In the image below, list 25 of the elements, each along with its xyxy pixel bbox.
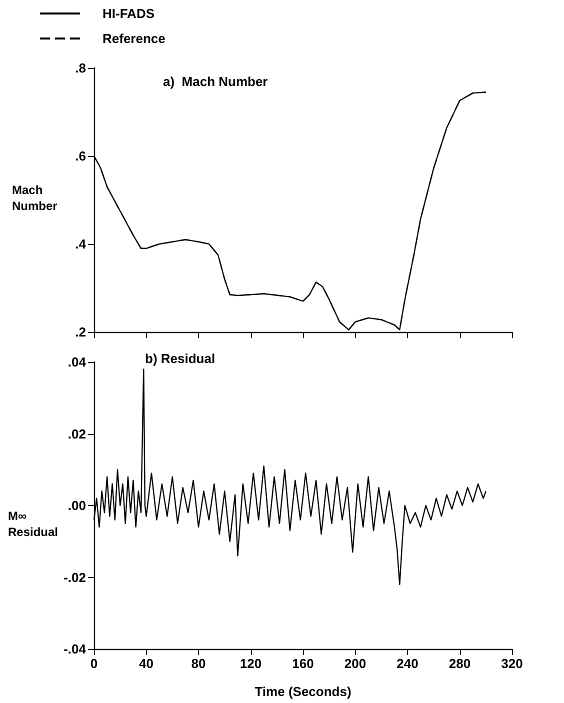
x-tick-label: 160 — [292, 656, 314, 671]
y-tick-label: .4 — [75, 236, 87, 252]
x-tick-label: 240 — [396, 656, 418, 671]
y-axis-title: M∞ Residual — [8, 509, 58, 539]
x-tick-label: 80 — [191, 656, 206, 671]
y-tick-label: .04 — [68, 354, 87, 370]
y-tick-label: .02 — [68, 426, 86, 442]
annotation: a) Mach Number — [163, 74, 268, 89]
x-tick-label: 120 — [240, 656, 262, 671]
x-tick-label: 0 — [90, 656, 98, 671]
x-tick-label: 200 — [344, 656, 366, 671]
legend-label: Reference — [102, 31, 166, 46]
x-tick-label: 280 — [448, 656, 471, 671]
y-tick-label: .6 — [75, 148, 86, 164]
x-tick-label: 320 — [501, 656, 523, 671]
annotation: b) Residual — [145, 351, 216, 366]
y-axis-title: Mach Number — [12, 183, 58, 213]
y-tick-label: -.02 — [64, 570, 86, 585]
y-tick-label: .2 — [75, 324, 86, 340]
x-axis-title: Time (Seconds) — [254, 684, 352, 699]
y-tick-label: -.04 — [64, 642, 87, 656]
legend-label: HI-FADS — [102, 6, 155, 21]
y-tick-label: .8 — [75, 60, 86, 76]
y-tick-label: .00 — [68, 498, 86, 513]
x-tick-label: 40 — [139, 656, 154, 671]
